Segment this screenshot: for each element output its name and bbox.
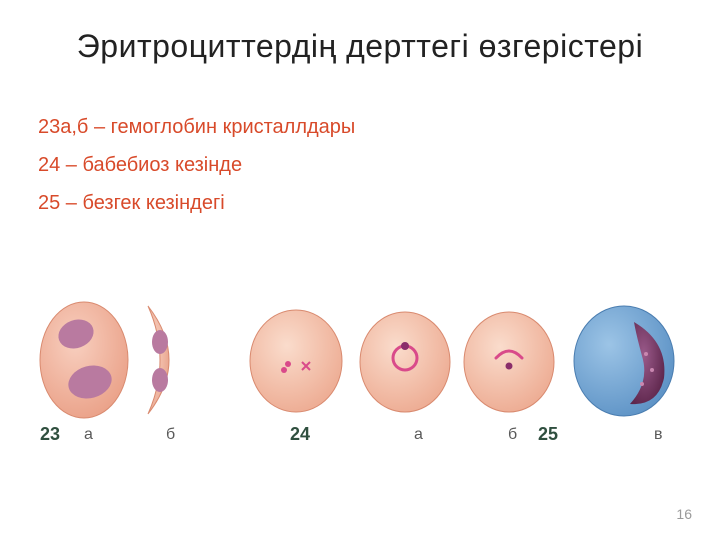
- cell-24a: [248, 308, 344, 414]
- label-24a: а: [414, 426, 423, 444]
- page-number: 16: [676, 506, 692, 522]
- description-list: 23а,б – гемоглобин кристаллдары 24 – баб…: [0, 113, 720, 217]
- list-item-25: 25 – безгек кезіндегі: [38, 189, 720, 217]
- label-25: 25: [538, 424, 558, 445]
- label-24b: б: [508, 426, 517, 444]
- cells-figure: 23 а б 24 а б 25 в: [38, 300, 682, 480]
- label-23a: а: [84, 426, 93, 444]
- list-item-23: 23а,б – гемоглобин кристаллдары: [38, 113, 720, 141]
- cell-24b: [358, 310, 452, 414]
- label-23: 23: [40, 424, 60, 445]
- cell-25b: [572, 304, 676, 418]
- list-item-24: 24 – бабебиоз кезінде: [38, 151, 720, 179]
- cell-25a: [462, 310, 556, 414]
- label-24: 24: [290, 424, 310, 445]
- slide-title: Эритроциттердің дерттегі өзгерістері: [0, 0, 720, 65]
- cell-23b: [138, 300, 192, 420]
- label-25v: в: [654, 426, 663, 444]
- cell-23a: [38, 300, 130, 420]
- label-23b: б: [166, 426, 175, 444]
